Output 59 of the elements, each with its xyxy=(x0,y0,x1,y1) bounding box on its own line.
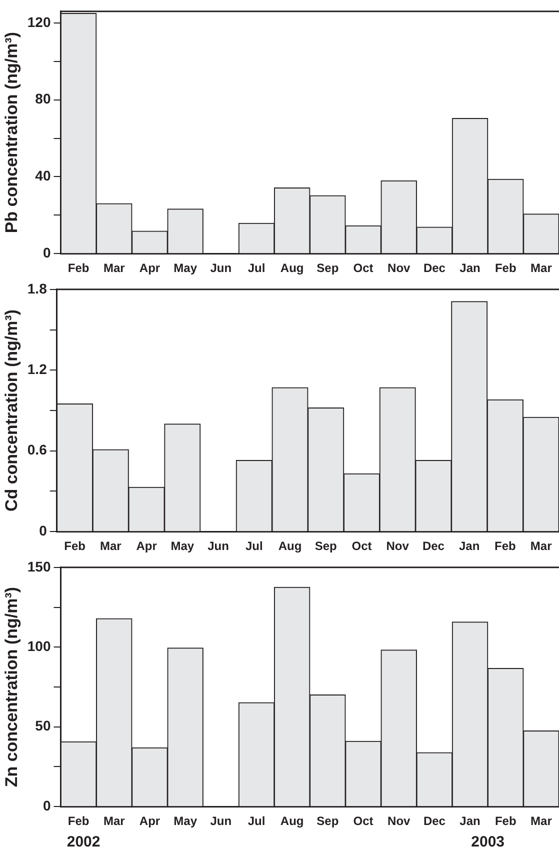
y-tick-label: 100 xyxy=(27,638,51,654)
y-axis-title: Pb concentration (ng/m³) xyxy=(2,32,21,234)
x-tick-label: May xyxy=(174,814,198,828)
x-tick-label: Jan xyxy=(460,814,480,828)
x-tick-label: May xyxy=(170,539,194,554)
x-tick-label: Feb xyxy=(64,539,86,554)
y-axis-title: Cd concentration (ng/m³) xyxy=(2,309,21,512)
y-tick-label: 0 xyxy=(42,797,51,814)
x-tick-label: Oct xyxy=(353,261,374,276)
x-tick-label: Feb xyxy=(494,539,516,554)
text: 2002 xyxy=(66,834,100,851)
y-tick-label: 50 xyxy=(35,718,51,734)
x-tick-label: Apr xyxy=(139,261,160,276)
x-tick-label: Mar xyxy=(100,539,122,554)
x-tick-label: Nov xyxy=(388,814,411,828)
x-tick-label: Mar xyxy=(530,539,552,554)
x-tick-label: Nov xyxy=(388,261,411,276)
y-tick-label: 150 xyxy=(27,558,51,574)
x-tick-label: Apr xyxy=(136,539,158,554)
x-tick-label: Dec xyxy=(423,261,446,276)
x-tick-label: Apr xyxy=(139,814,160,828)
text: 2003 xyxy=(471,834,505,851)
x-tick-label: Jul xyxy=(245,539,263,554)
x-tick-label: Aug xyxy=(280,261,304,276)
x-tick-label: Mar xyxy=(530,814,552,828)
x-tick-label: Mar xyxy=(103,814,126,828)
x-tick-label: Sep xyxy=(316,814,339,828)
x-tick-label: Jun xyxy=(210,261,232,276)
y-tick-label: 0.6 xyxy=(27,442,48,458)
x-tick-label: Feb xyxy=(494,261,516,276)
x-tick-label: Jan xyxy=(458,539,480,554)
x-tick-label: Oct xyxy=(353,814,374,828)
x-tick-label: Jun xyxy=(208,539,229,554)
y-tick-label: 0 xyxy=(42,244,51,260)
x-tick-label: Jun xyxy=(210,814,232,828)
x-tick-label: Sep xyxy=(314,539,337,554)
x-tick-label: Mar xyxy=(530,261,552,276)
x-tick-label: Jul xyxy=(248,814,266,828)
x-tick-label: Jan xyxy=(460,261,480,276)
x-tick-label: May xyxy=(174,261,198,276)
y-axis-title: Zn concentration (ng/m³) xyxy=(2,586,21,788)
y-tick-label: 120 xyxy=(27,14,51,30)
x-tick-label: Feb xyxy=(68,814,90,828)
x-tick-label: Dec xyxy=(422,539,445,554)
x-tick-label: Aug xyxy=(278,539,302,554)
x-tick-label: Feb xyxy=(68,261,90,276)
y-tick-label: 1.8 xyxy=(27,280,48,296)
x-tick-label: Sep xyxy=(316,261,339,276)
x-tick-label: Oct xyxy=(352,539,372,554)
x-tick-label: Aug xyxy=(280,814,304,828)
x-tick-label: Jul xyxy=(248,261,266,276)
x-tick-label: Dec xyxy=(423,814,446,828)
y-tick-label: 80 xyxy=(35,90,51,107)
x-tick-label: Feb xyxy=(494,814,516,828)
x-tick-label: Nov xyxy=(386,539,410,554)
y-tick-label: 1.2 xyxy=(27,360,48,377)
y-tick-label: 40 xyxy=(35,168,51,184)
y-tick-label: 0 xyxy=(39,522,48,538)
x-tick-label: Mar xyxy=(103,261,126,276)
